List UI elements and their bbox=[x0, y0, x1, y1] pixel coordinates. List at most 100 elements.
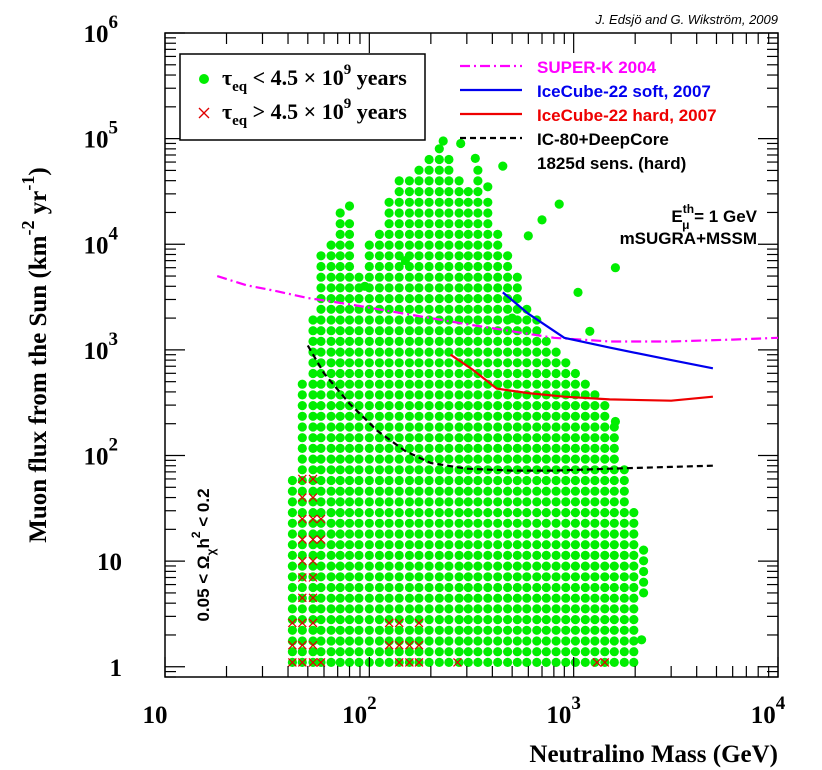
scatter-point-green bbox=[404, 518, 414, 528]
scatter-point-green bbox=[364, 540, 374, 550]
scatter-point-red bbox=[308, 657, 318, 667]
scatter-point-green bbox=[444, 433, 454, 443]
scatter-point-green bbox=[394, 582, 404, 593]
scatter-point-green bbox=[609, 657, 619, 668]
scatter-point-green bbox=[473, 507, 483, 518]
scatter-point-green bbox=[287, 518, 297, 528]
scatter-point-green bbox=[483, 411, 493, 421]
scatter-point-green bbox=[438, 136, 448, 146]
scatter-point-green bbox=[629, 593, 639, 603]
scatter-point-green bbox=[532, 336, 542, 346]
scatter-point-green bbox=[532, 582, 542, 593]
scatter-point-green bbox=[463, 582, 473, 593]
scatter-point-green bbox=[503, 593, 513, 603]
scatter-point-green bbox=[374, 240, 384, 250]
scatter-point-green bbox=[354, 625, 364, 635]
scatter-point-red bbox=[384, 640, 394, 650]
scatter-point-green bbox=[394, 625, 404, 635]
scatter-point-green bbox=[512, 486, 522, 496]
scatter-point-green bbox=[532, 411, 542, 421]
scatter-point-green bbox=[404, 272, 414, 282]
scatter-point-green bbox=[619, 486, 629, 496]
scatter-point-green bbox=[404, 625, 414, 635]
scatter-point-green bbox=[551, 368, 561, 379]
scatter-point-green bbox=[434, 261, 444, 272]
scatter-point-green bbox=[551, 518, 561, 528]
scatter-point-green bbox=[434, 187, 444, 197]
curve-icecube-22-hard-2007 bbox=[449, 353, 714, 402]
scatter-point-green bbox=[354, 315, 364, 325]
scatter-point-green bbox=[444, 251, 454, 261]
scatter-point-green bbox=[503, 358, 513, 368]
scatter-point-green bbox=[297, 475, 307, 486]
scatter-point-green bbox=[374, 475, 384, 486]
scatter-point-green bbox=[551, 497, 561, 507]
scatter-point-green bbox=[364, 326, 374, 336]
scatter-point-green bbox=[483, 272, 493, 282]
scatter-point-green bbox=[326, 604, 336, 614]
scatter-point-green bbox=[473, 379, 483, 389]
scatter-point-green bbox=[308, 411, 318, 421]
scatter-point-green bbox=[424, 411, 434, 421]
scatter-point-green bbox=[503, 625, 513, 635]
scatter-point-green bbox=[344, 240, 355, 250]
scatter-point-green bbox=[364, 507, 374, 518]
scatter-point-green bbox=[483, 240, 493, 250]
scatter-point-green bbox=[364, 593, 374, 603]
scatter-point-green bbox=[551, 593, 561, 603]
scatter-point-green bbox=[344, 347, 355, 357]
scatter-point-green bbox=[414, 465, 424, 475]
scatter-point-green bbox=[483, 604, 493, 614]
scatter-point-green bbox=[454, 240, 464, 250]
y-axis-title: Muon flux from the Sun (km-2 yr-1) bbox=[18, 167, 52, 542]
scatter-point-green bbox=[590, 561, 600, 571]
scatter-point-green bbox=[364, 401, 374, 411]
scatter-point-green bbox=[512, 540, 522, 550]
scatter-point-green bbox=[394, 497, 404, 507]
scatter-point-green bbox=[434, 197, 444, 207]
scatter-point-green bbox=[629, 518, 639, 528]
scatter-point-green bbox=[404, 304, 414, 314]
scatter-point-green bbox=[404, 176, 414, 186]
scatter-point-green bbox=[326, 497, 336, 507]
scatter-point-green bbox=[580, 465, 590, 475]
legend-line-label: IceCube-22 hard, 2007 bbox=[537, 106, 717, 125]
scatter-point-green bbox=[493, 283, 503, 293]
scatter-point-green bbox=[483, 615, 493, 625]
scatter-point-green bbox=[354, 497, 364, 507]
scatter-point-green bbox=[473, 561, 483, 571]
scatter-point-green bbox=[374, 315, 384, 325]
scatter-point-green bbox=[503, 604, 513, 614]
scatter-point-green bbox=[541, 550, 551, 561]
scatter-point-green bbox=[344, 625, 355, 635]
scatter-point-green bbox=[326, 358, 336, 368]
scatter-point-green bbox=[541, 582, 551, 593]
scatter-point-green bbox=[316, 283, 326, 293]
scatter-point-green bbox=[483, 219, 493, 229]
scatter-point-green bbox=[414, 497, 424, 507]
scatter-point-green bbox=[287, 497, 297, 507]
scatter-point-green bbox=[414, 582, 424, 593]
scatter-point-green bbox=[374, 497, 384, 507]
scatter-point-green bbox=[434, 336, 444, 346]
x-tick-label: 10 bbox=[143, 702, 168, 729]
scatter-point-green bbox=[512, 379, 522, 389]
scatter-point-red bbox=[308, 618, 318, 628]
scatter-point-green bbox=[404, 507, 414, 518]
scatter-point-green bbox=[473, 336, 483, 346]
scatter-point-green bbox=[424, 657, 434, 668]
scatter-point-green bbox=[374, 561, 384, 571]
scatter-point-green bbox=[344, 272, 355, 282]
scatter-point-green bbox=[483, 529, 493, 539]
scatter-point-green bbox=[434, 604, 444, 614]
scatter-point-green bbox=[434, 475, 444, 486]
scatter-point-red bbox=[308, 474, 318, 484]
scatter-point-green bbox=[344, 283, 355, 293]
scatter-point-green bbox=[335, 294, 345, 304]
scatter-point-green bbox=[354, 518, 364, 528]
scatter-point-green bbox=[503, 347, 513, 357]
scatter-point-green bbox=[541, 647, 551, 657]
scatter-point-green bbox=[463, 197, 473, 207]
scatter-point-green bbox=[493, 550, 503, 561]
scatter-point-green bbox=[354, 272, 364, 282]
